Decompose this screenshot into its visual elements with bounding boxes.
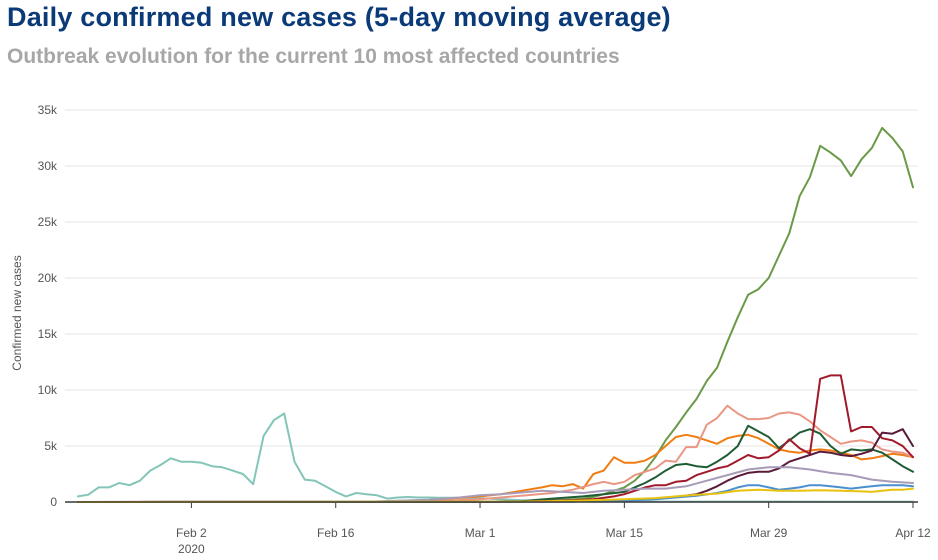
y-gridlines [65, 109, 918, 447]
x-tick-label: Mar 29 [750, 526, 788, 540]
y-tick-label: 25k [38, 215, 58, 229]
series-line-6 [77, 374, 914, 503]
chart-subtitle: Outbreak evolution for the current 10 mo… [7, 45, 620, 68]
x-tick-label: Feb 16 [317, 526, 355, 540]
y-tick-label: 35k [38, 103, 58, 117]
series-lines [77, 126, 914, 503]
series-line-2 [77, 126, 914, 503]
y-tick-label: 20k [38, 271, 58, 285]
chart-title: Daily confirmed new cases (5-day moving … [7, 2, 671, 32]
x-tick-label: Apr 12 [895, 526, 931, 540]
x-tick-sublabel: 2020 [178, 542, 205, 556]
x-tick-label: Mar 1 [465, 526, 496, 540]
x-axis-ticks: Feb 2 2020 Feb 16 Mar 1 Mar 15 Mar 29 Apr 12 [176, 502, 931, 556]
x-tick-label: Feb 2 [176, 526, 207, 540]
series-line-8 [77, 466, 914, 503]
y-tick-label: 10k [38, 383, 58, 397]
series-line-10 [77, 487, 914, 503]
series-line-3 [77, 433, 914, 503]
y-tick-label: 5k [44, 439, 58, 453]
series-line-5 [77, 424, 914, 503]
y-tick-label: 15k [38, 327, 58, 341]
series-line-1 [77, 412, 914, 503]
y-tick-label: 30k [38, 159, 58, 173]
y-tick-label: 0 [50, 495, 57, 509]
y-axis-ticks: 0 5k 10k 15k 20k 25k 30k 35k [38, 103, 58, 509]
series-line-4 [77, 404, 914, 503]
y-axis-label: Confirmed new cases [10, 255, 24, 370]
series-line-9 [77, 484, 914, 503]
x-tick-label: Mar 15 [606, 526, 644, 540]
